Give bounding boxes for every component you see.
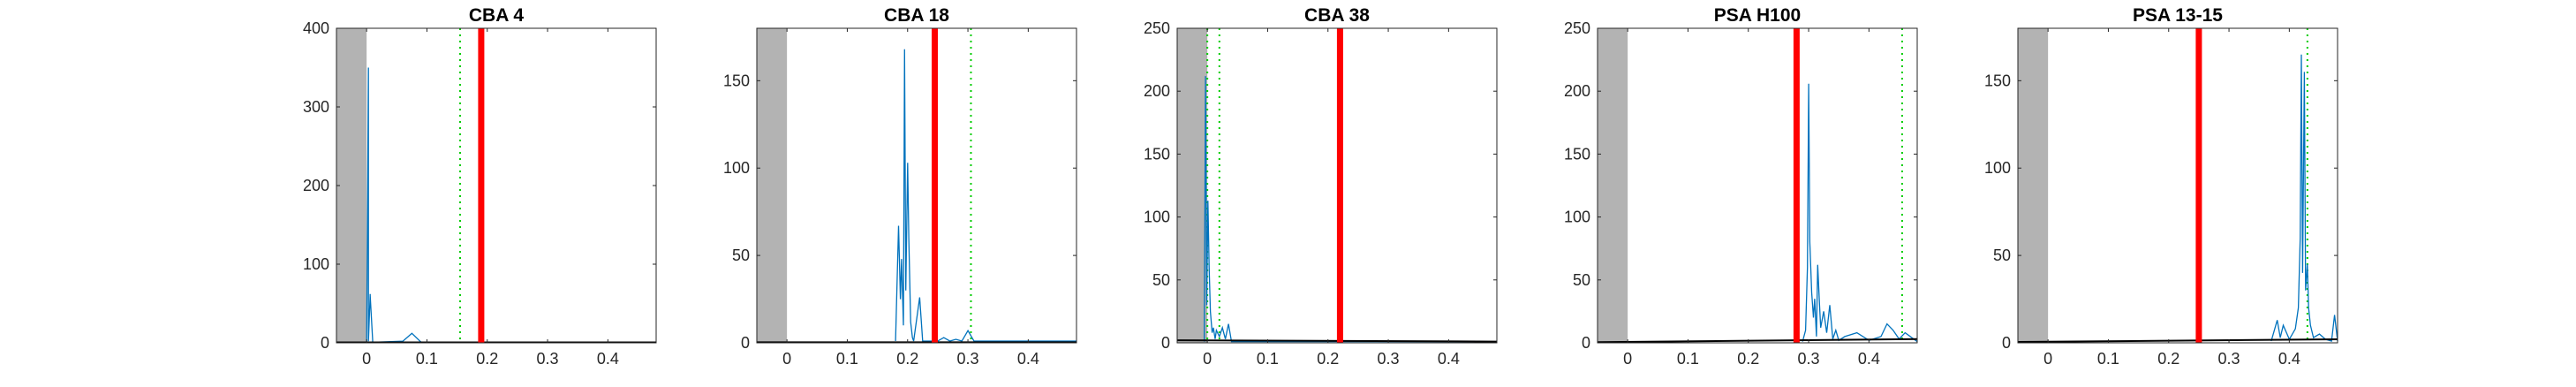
chart-title: CBA 18: [884, 5, 949, 26]
shaded-region: [1598, 28, 1628, 343]
axes-box: [1597, 27, 1918, 344]
axes-box: [2017, 27, 2338, 344]
x-tick-label: 0.3: [2218, 350, 2240, 368]
shaded-region: [1177, 28, 1208, 343]
y-tick-label: 200: [1144, 82, 1170, 100]
x-tick-label: 0: [2043, 350, 2052, 368]
y-tick-label: 200: [1564, 82, 1590, 100]
chart-panel-1: 0 0.1 0.2 0.3 0.4 0 100 200 300 400 CBA 4: [303, 5, 657, 368]
chart-title: CBA 38: [1304, 5, 1370, 26]
x-tick-label: 0.1: [416, 350, 438, 368]
y-tick-label: 150: [723, 72, 750, 89]
y-tick-label: 300: [303, 98, 329, 116]
y-tick-label: 250: [1144, 19, 1170, 37]
x-tick-label: 0.3: [1798, 350, 1820, 368]
axes-box: [1176, 27, 1498, 344]
y-tick-label: 150: [1564, 145, 1590, 163]
plot-area: [336, 28, 656, 343]
x-tick-label: 0.1: [836, 350, 858, 368]
y-tick-label: 150: [1144, 145, 1170, 163]
y-tick-label: 50: [732, 247, 750, 264]
axes-box: [756, 27, 1077, 344]
y-tick-label: 50: [1993, 247, 2011, 264]
x-tick-label: 0.2: [2157, 350, 2179, 368]
x-tick-label: 0.2: [1737, 350, 1759, 368]
data-series-line: [895, 49, 1076, 342]
x-tick-label: 0: [1623, 350, 1632, 368]
y-tick-label: 400: [303, 19, 329, 37]
chart-title: CBA 4: [469, 5, 525, 26]
chart-title: PSA 13-15: [2133, 5, 2223, 26]
y-tick-label: 200: [303, 177, 329, 194]
x-tick-label: 0.4: [1017, 350, 1039, 368]
x-tick-label: 0: [782, 350, 791, 368]
y-tick-label: 50: [1573, 271, 1590, 289]
x-tick-label: 0.2: [1317, 350, 1339, 368]
y-tick-label: 50: [1152, 271, 1170, 289]
x-tick-label: 0: [362, 350, 371, 368]
y-tick-label: 0: [741, 334, 750, 352]
x-tick-label: 0.3: [957, 350, 979, 368]
chart-panel-3: 0 0.1 0.2 0.3 0.4 0 50 100 150 200 250 CBA 38: [1144, 5, 1498, 368]
plot-area: [1598, 28, 1917, 343]
x-tick-label: 0.4: [1438, 350, 1460, 368]
y-tick-label: 150: [1984, 72, 2011, 89]
y-tick-label: 100: [723, 159, 750, 177]
y-tick-label: 250: [1564, 19, 1590, 37]
x-tick-label: 0.3: [1378, 350, 1400, 368]
chart-panel-5: 0 0.1 0.2 0.3 0.4 0 50 100 150 PSA 13-15: [1984, 5, 2338, 368]
x-tick-label: 0.1: [1257, 350, 1279, 368]
chart-panel-2: 0 0.1 0.2 0.3 0.4 0 50 100 150 CBA 18: [723, 5, 1077, 368]
y-tick-label: 100: [1564, 209, 1590, 226]
y-tick-label: 100: [1984, 159, 2011, 177]
y-tick-label: 100: [303, 255, 329, 273]
x-tick-label: 0.4: [1858, 350, 1880, 368]
y-tick-label: 0: [321, 334, 329, 352]
chart-panel-4: 0 0.1 0.2 0.3 0.4 0 50 100 150 200 250 PSA H100: [1564, 5, 1918, 368]
y-tick-label: 0: [1161, 334, 1170, 352]
x-tick-label: 0: [1203, 350, 1212, 368]
plot-area: [757, 28, 1076, 343]
shaded-region: [336, 28, 367, 343]
data-series-line: [2270, 54, 2338, 342]
x-tick-label: 0.1: [2097, 350, 2119, 368]
x-tick-label: 0.2: [476, 350, 498, 368]
shaded-region: [757, 28, 788, 343]
plot-area: [2018, 28, 2338, 343]
shaded-region: [2018, 28, 2049, 343]
y-tick-label: 0: [2002, 334, 2011, 352]
baseline-curve: [2017, 338, 2338, 344]
x-tick-label: 0.4: [2278, 350, 2300, 368]
x-tick-label: 0.2: [896, 350, 918, 368]
y-tick-label: 0: [1582, 334, 1590, 352]
x-tick-label: 0.3: [537, 350, 559, 368]
x-tick-label: 0.4: [597, 350, 619, 368]
data-series-line: [1802, 83, 1918, 343]
baseline-curve: [1597, 338, 1918, 344]
x-tick-label: 0.1: [1677, 350, 1699, 368]
y-tick-label: 100: [1144, 209, 1170, 226]
chart-title: PSA H100: [1714, 5, 1801, 26]
